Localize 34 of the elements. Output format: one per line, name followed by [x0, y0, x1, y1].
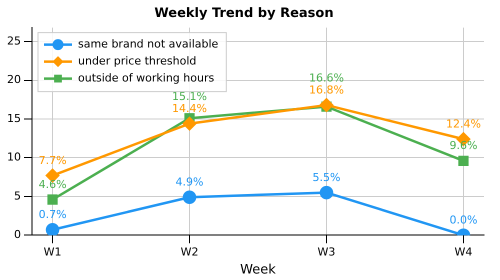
data-label: 14.4%: [172, 102, 207, 116]
legend-label: same brand not available: [78, 37, 219, 50]
point: [182, 116, 196, 130]
data-label: 12.4%: [446, 118, 481, 131]
legend-label: under price threshold: [78, 54, 196, 68]
data-label: 16.8%: [309, 83, 344, 96]
data-label: 9.6%: [449, 139, 478, 152]
y-tick-label: 15: [6, 112, 21, 125]
y-tick-label: 25: [6, 34, 21, 48]
data-label: 4.6%: [38, 178, 67, 191]
data-label: 15.1%: [172, 90, 207, 104]
data-label: 5.5%: [312, 170, 340, 184]
x-tick-label: W2: [180, 246, 198, 259]
legend-label: outside of working hours: [78, 71, 214, 84]
y-tick-label: 10: [6, 150, 21, 164]
data-label: 16.6%: [309, 71, 344, 84]
x-tick-label: W3: [318, 246, 336, 259]
y-tick-label: 20: [6, 73, 21, 86]
data-label: 4.9%: [176, 176, 204, 189]
y-tick-label: 5: [14, 189, 21, 202]
y-tick-label: 0: [14, 228, 21, 242]
data-label: 7.7%: [38, 154, 67, 167]
x-axis-title: Week: [240, 262, 276, 278]
point: [458, 156, 469, 166]
point: [320, 98, 334, 112]
x-tick-label: W1: [44, 246, 62, 259]
point: [320, 186, 334, 200]
data-label: 0.7%: [38, 208, 67, 222]
point: [46, 223, 60, 236]
x-tick-label: W4: [454, 246, 472, 259]
point: [182, 190, 196, 204]
point: [47, 194, 58, 205]
data-label: 0.0%: [449, 214, 478, 227]
chart-title: Weekly Trend by Reason: [154, 6, 334, 22]
